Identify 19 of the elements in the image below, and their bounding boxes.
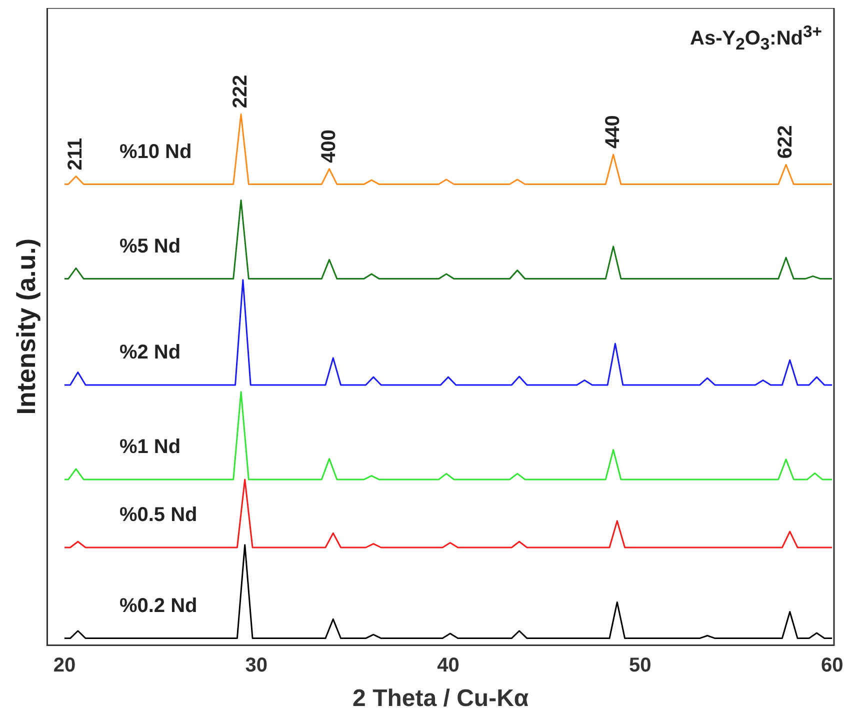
series-label: %2 Nd xyxy=(119,342,181,364)
x-tick-label: 40 xyxy=(437,654,460,677)
annotation: 222 xyxy=(230,74,252,108)
series-label: %5 Nd xyxy=(119,235,181,258)
series-label: %0.2 Nd xyxy=(119,594,198,617)
series-label: %10 Nd xyxy=(119,140,192,163)
x-tick-label: 30 xyxy=(245,654,268,677)
x-tick-label: 20 xyxy=(53,654,76,677)
x-tick-label: 60 xyxy=(820,654,844,677)
x-tick-label: 50 xyxy=(629,654,652,677)
annotation: 211 xyxy=(64,138,86,170)
series-label: %1 Nd xyxy=(119,436,181,458)
annotation: 400 xyxy=(318,130,340,163)
y-axis-title: Intensity (a.u.) xyxy=(10,238,41,415)
series-label: %0.5 Nd xyxy=(119,504,198,526)
text: As-Y$_{2}$O$_{3}$:Nd$^{3+}$ xyxy=(690,22,822,55)
annotation: 440 xyxy=(602,115,624,149)
x-axis-title: 2 Theta / Cu-Kα xyxy=(352,685,529,712)
annotation: 622 xyxy=(774,125,797,159)
